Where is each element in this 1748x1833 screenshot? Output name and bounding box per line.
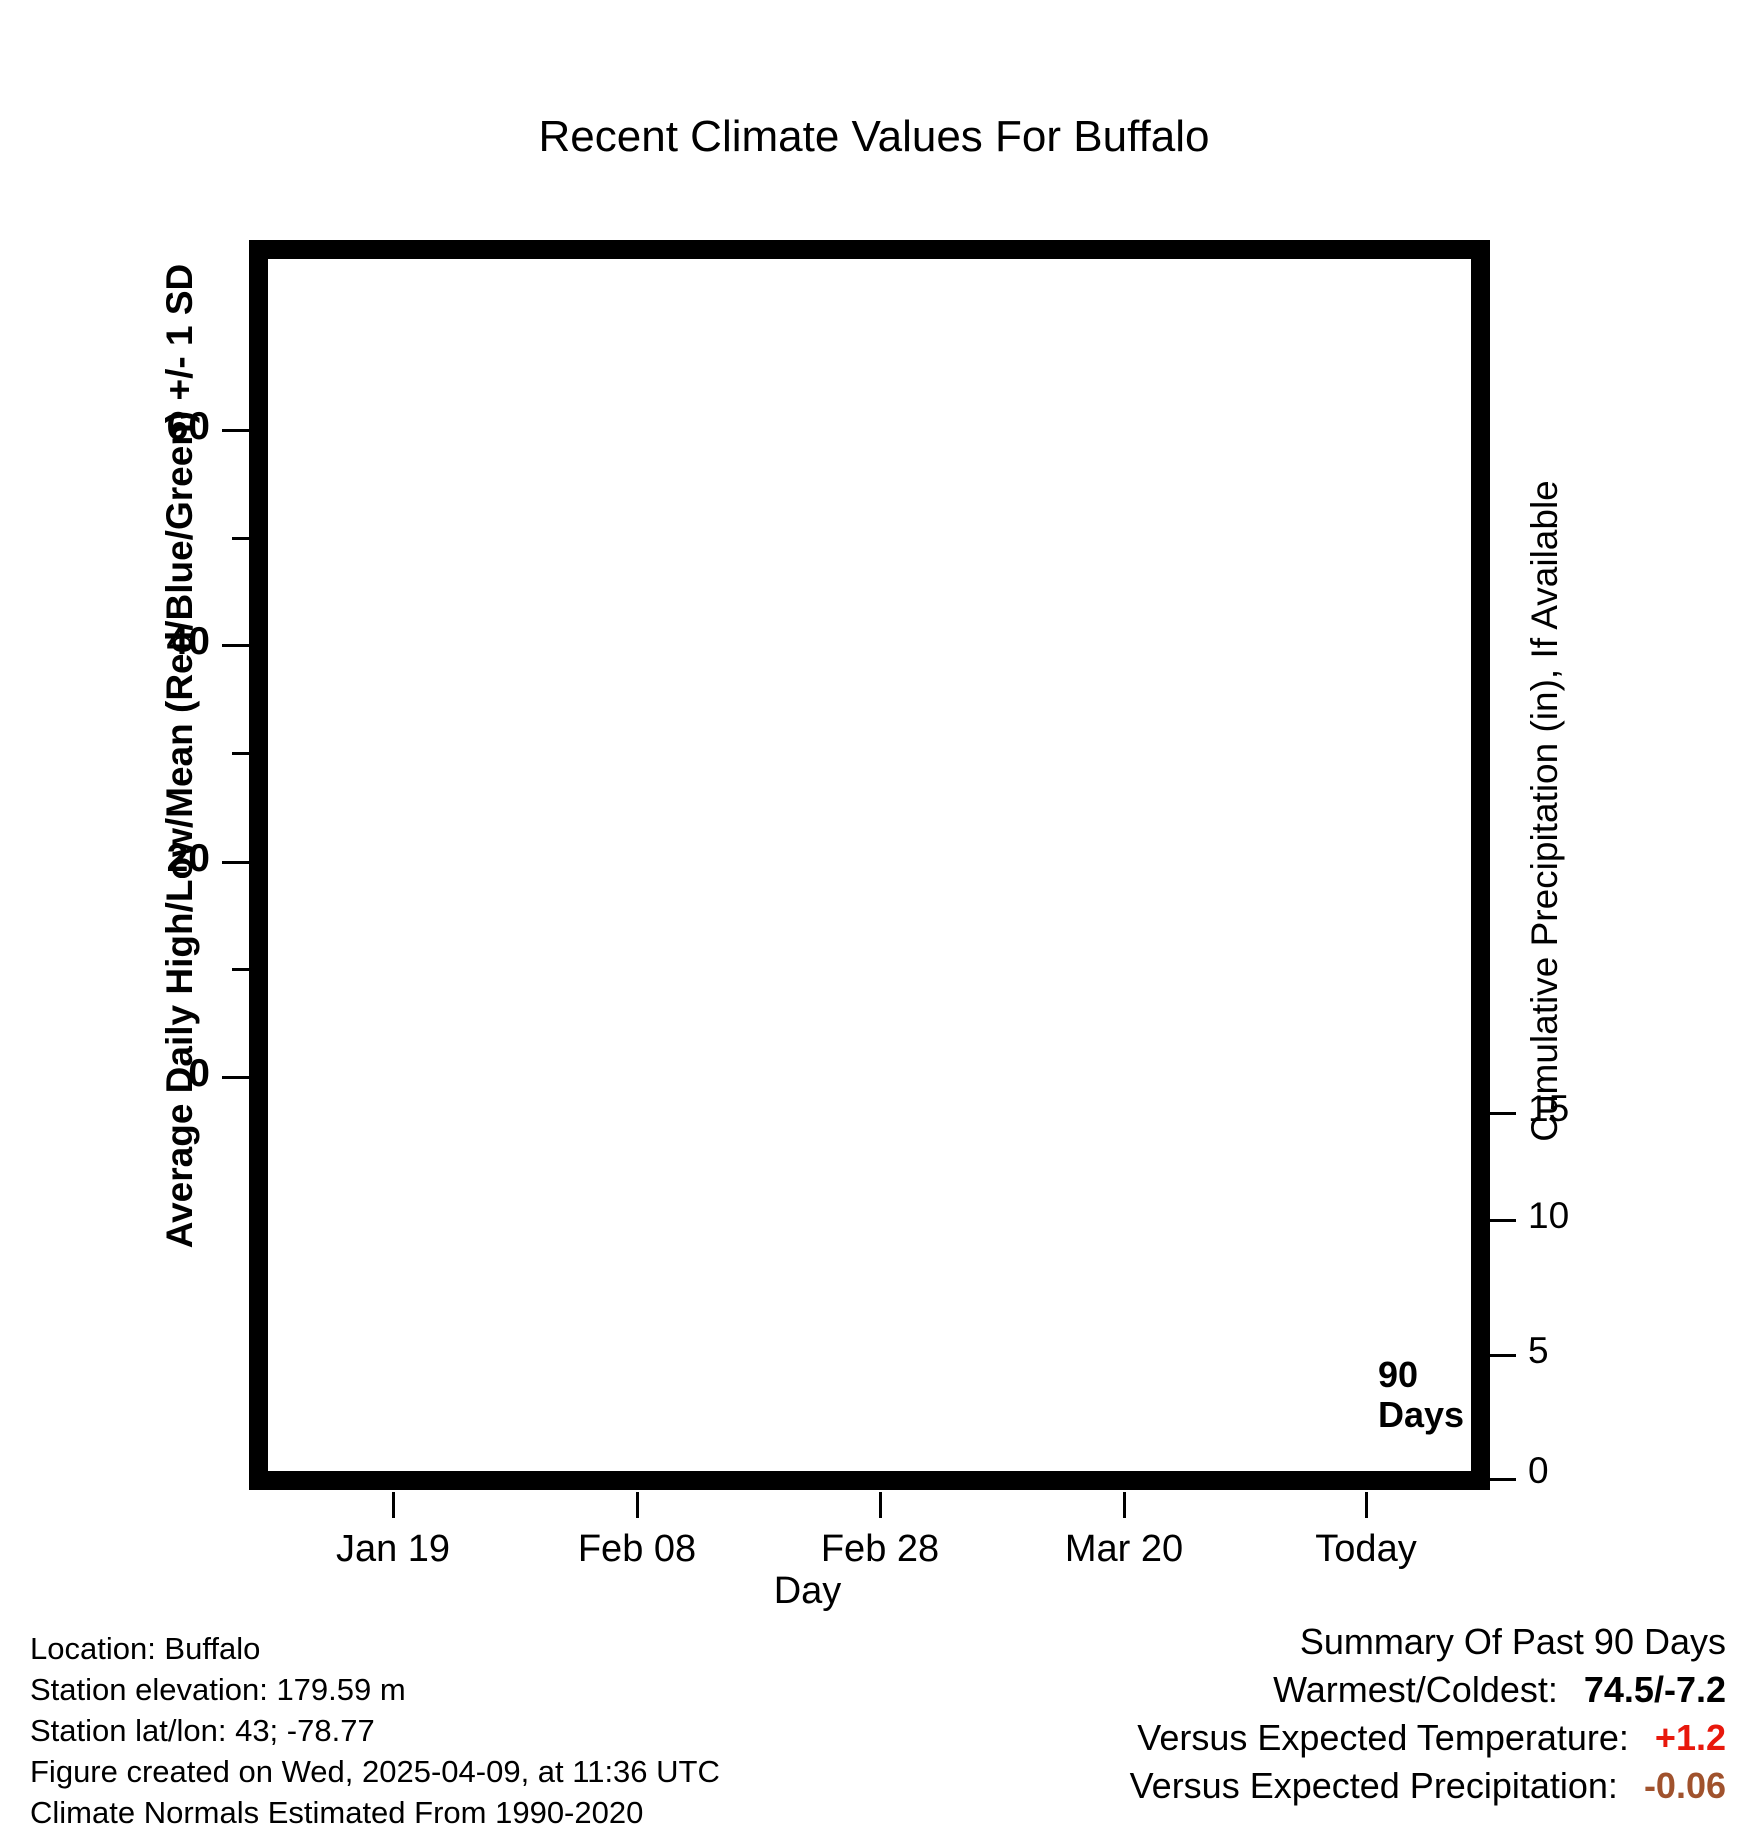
y-tickmark-right-10: [1490, 1219, 1516, 1222]
y-tickmark-left-20: [222, 861, 250, 864]
y-tickmark-left-0: [222, 1076, 250, 1079]
y-tickmark-left-50: [232, 537, 250, 540]
station-info-line-1: Location: Buffalo: [30, 1631, 261, 1666]
x-tickmark-4: [1123, 1492, 1126, 1518]
summary-value-precip-anomaly: -0.06: [1643, 1765, 1726, 1806]
x-tickmark-3: [879, 1492, 882, 1518]
y-tick-right-0: 0: [1528, 1450, 1549, 1491]
y-tickmark-left-10: [232, 968, 250, 971]
y-tickmark-right-0: [1490, 1478, 1516, 1481]
y-tickmark-right-15: [1490, 1112, 1516, 1115]
ninety-days-annotation: 90 Days: [1378, 1355, 1464, 1435]
ninety-days-line2: Days: [1378, 1394, 1465, 1435]
summary-block: Summary Of Past 90 Days Warmest/Coldest:…: [1130, 1618, 1726, 1810]
x-axis-label: Day: [773, 1570, 842, 1612]
y-tickmark-right-5: [1490, 1354, 1516, 1357]
y-axis-right-label: Cumulative Precipitation (in), If Availa…: [1524, 480, 1565, 1142]
y-tick-left-60: 60: [166, 405, 210, 448]
summary-heading: Summary Of Past 90 Days: [1299, 1621, 1726, 1662]
summary-row-precip-anomaly: Versus Expected Precipitation: -0.06: [1130, 1762, 1726, 1810]
summary-row-warmest-coldest: Warmest/Coldest: 74.5/-7.2: [1130, 1666, 1726, 1714]
y-tick-right-5: 5: [1528, 1330, 1549, 1371]
plot-frame: [249, 240, 1490, 1490]
summary-label-temp-anomaly: Versus Expected Temperature:: [1137, 1717, 1629, 1758]
summary-row-temp-anomaly: Versus Expected Temperature: +1.2: [1130, 1714, 1726, 1762]
x-tick-label-5: Today: [1315, 1528, 1417, 1570]
x-tickmark-2: [636, 1492, 639, 1518]
station-info: Location: Buffalo Station elevation: 179…: [30, 1628, 720, 1833]
summary-value-temp-anomaly: +1.2: [1654, 1717, 1726, 1758]
y-tickmark-left-30: [232, 752, 250, 755]
summary-value-warmest-coldest: 74.5/-7.2: [1583, 1669, 1726, 1710]
y-tick-left-20: 20: [166, 837, 210, 880]
summary-label-warmest-coldest: Warmest/Coldest:: [1273, 1669, 1558, 1710]
summary-label-precip-anomaly: Versus Expected Precipitation:: [1129, 1765, 1618, 1806]
station-info-line-5: Climate Normals Estimated From 1990-2020: [30, 1795, 644, 1830]
y-tick-left-0: 0: [188, 1052, 210, 1095]
station-info-line-2: Station elevation: 179.59 m: [30, 1672, 406, 1707]
x-tickmark-1: [392, 1492, 395, 1518]
ninety-days-line1: 90: [1378, 1354, 1419, 1395]
x-tick-label-3: Feb 28: [820, 1528, 940, 1570]
x-tickmark-5: [1365, 1492, 1368, 1518]
y-tick-right-15: 15: [1528, 1088, 1570, 1129]
y-tickmark-left-60: [222, 429, 250, 432]
x-tick-label-4: Mar 20: [1064, 1528, 1184, 1570]
y-tick-right-10: 10: [1528, 1195, 1570, 1236]
page-title: Recent Climate Values For Buffalo: [538, 112, 1210, 161]
x-tick-label-1: Jan 19: [335, 1528, 451, 1570]
x-tick-label-2: Feb 08: [577, 1528, 697, 1570]
y-tick-left-40: 40: [166, 620, 210, 663]
y-tickmark-left-40: [222, 644, 250, 647]
station-info-line-4: Figure created on Wed, 2025-04-09, at 11…: [30, 1754, 720, 1789]
station-info-line-3: Station lat/lon: 43; -78.77: [30, 1713, 375, 1748]
